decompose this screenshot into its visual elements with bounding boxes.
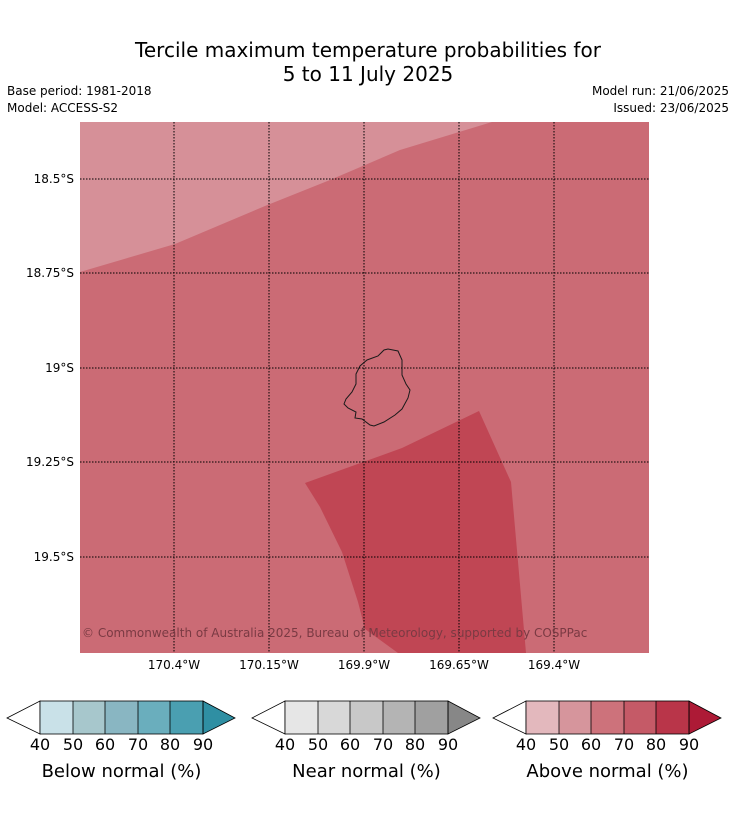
lon-label-169-65: 169.65°W — [429, 658, 489, 672]
lat-label-18-5: 18.5°S — [33, 172, 74, 186]
colorbar-below-caption: Below normal (%) — [41, 761, 202, 782]
colorbar-above-bin-60-70 — [591, 701, 624, 734]
colorbar-above-bin-50-60 — [559, 701, 591, 734]
region-above-50-60 — [80, 122, 492, 272]
lat-label-18-75: 18.75°S — [26, 266, 74, 280]
colorbar-below-tick-40: 40 — [29, 735, 51, 754]
colorbar-near-tick-60: 60 — [339, 735, 361, 754]
colorbar-above-bin-70-80 — [624, 701, 656, 734]
copyright-credit: © Commonwealth of Australia 2025, Bureau… — [82, 626, 588, 640]
colorbar-near-bin-80-90 — [415, 701, 448, 734]
colorbar-near-tick-40: 40 — [274, 735, 296, 754]
colorbar-near-extend-min — [251, 700, 286, 735]
colorbar-near-tick-90: 90 — [437, 735, 459, 754]
colorbar-above-extend-min — [492, 700, 527, 735]
colorbar-near-bin-70-80 — [383, 701, 415, 734]
issued-date: Issued: 23/06/2025 — [613, 101, 729, 115]
colorbar-near-caption: Near normal (%) — [292, 761, 441, 782]
region-above-70-80 — [305, 411, 526, 653]
colorbar-above-tick-70: 70 — [613, 735, 635, 754]
map-title: Tercile maximum temperature probabilitie… — [0, 38, 736, 86]
colorbar-near-tick-50: 50 — [307, 735, 329, 754]
lat-label-19-25: 19.25°S — [26, 455, 74, 469]
colorbar-above-tick-90: 90 — [678, 735, 700, 754]
model-name: Model: ACCESS-S2 — [7, 101, 119, 115]
colorbar-below-ticks: 40 50 60 70 80 90 — [6, 736, 237, 754]
colorbar-below-tick-80: 80 — [159, 735, 181, 754]
colorbar-above-tick-40: 40 — [515, 735, 537, 754]
base-period: Base period: 1981-2018 — [7, 84, 152, 98]
colorbar-near-tick-70: 70 — [372, 735, 394, 754]
model-run: Model run: 21/06/2025 — [591, 84, 729, 98]
colorbar-below-dividers — [39, 700, 204, 735]
colorbar-near-svg — [251, 700, 481, 735]
lon-label-169-4: 169.4°W — [527, 658, 581, 672]
colorbar-below-bin-70-80 — [138, 701, 170, 734]
colorbar-below-bin-50-60 — [73, 701, 105, 734]
colorbar-above: 40 50 60 70 80 90 Above normal (%) — [492, 700, 723, 790]
lon-label-170-4: 170.4°W — [147, 658, 201, 672]
colorbar-above-dividers — [525, 700, 690, 735]
meta-right: Model run: 21/06/2025 Issued: 23/06/2025 — [592, 83, 729, 117]
colorbar-above-tick-80: 80 — [645, 735, 667, 754]
colorbar-below-tick-90: 90 — [192, 735, 214, 754]
colorbar-below-extend-max — [202, 700, 236, 735]
colorbar-above-tick-50: 50 — [548, 735, 570, 754]
colorbar-below: 40 50 60 70 80 90 Below normal (%) — [6, 700, 237, 790]
lat-label-19-5: 19.5°S — [33, 550, 74, 564]
colorbar-below-tick-50: 50 — [62, 735, 84, 754]
colorbar-near-bin-40-50 — [285, 701, 318, 734]
colorbar-near-dividers — [284, 700, 449, 735]
meta-left: Base period: 1981-2018 Model: ACCESS-S2 — [7, 83, 152, 117]
colorbar-below-tick-60: 60 — [94, 735, 116, 754]
colorbar-above-tick-60: 60 — [580, 735, 602, 754]
gridlines — [80, 122, 649, 653]
colorbar-below-tick-70: 70 — [127, 735, 149, 754]
lon-label-169-9: 169.9°W — [337, 658, 391, 672]
colorbar-above-bin-80-90 — [656, 701, 689, 734]
title-line-2: 5 to 11 July 2025 — [282, 62, 454, 86]
colorbar-above-caption: Above normal (%) — [526, 761, 689, 782]
colorbar-near-ticks: 40 50 60 70 80 90 — [251, 736, 482, 754]
map-panel[interactable] — [80, 122, 649, 653]
island-coastline — [343, 348, 411, 427]
colorbar-below-extend-min — [6, 700, 41, 735]
map-svg — [80, 122, 649, 653]
colorbar-above-extend-max — [688, 700, 722, 735]
colorbar-below-svg — [6, 700, 236, 735]
title-line-1: Tercile maximum temperature probabilitie… — [135, 38, 601, 62]
colorbar-above-svg — [492, 700, 722, 735]
colorbar-below-bin-40-50 — [40, 701, 73, 734]
colorbar-near-tick-80: 80 — [404, 735, 426, 754]
colorbar-near-extend-max — [447, 700, 481, 735]
colorbar-near-bin-60-70 — [350, 701, 383, 734]
colorbar-near: 40 50 60 70 80 90 Near normal (%) — [251, 700, 482, 790]
lon-label-170-15: 170.15°W — [239, 658, 299, 672]
colorbar-above-bin-40-50 — [526, 701, 559, 734]
lat-label-19: 19°S — [45, 361, 74, 375]
colorbar-above-ticks: 40 50 60 70 80 90 — [492, 736, 723, 754]
colorbar-below-bin-80-90 — [170, 701, 203, 734]
colorbar-near-bin-50-60 — [318, 701, 350, 734]
colorbar-below-bin-60-70 — [105, 701, 138, 734]
